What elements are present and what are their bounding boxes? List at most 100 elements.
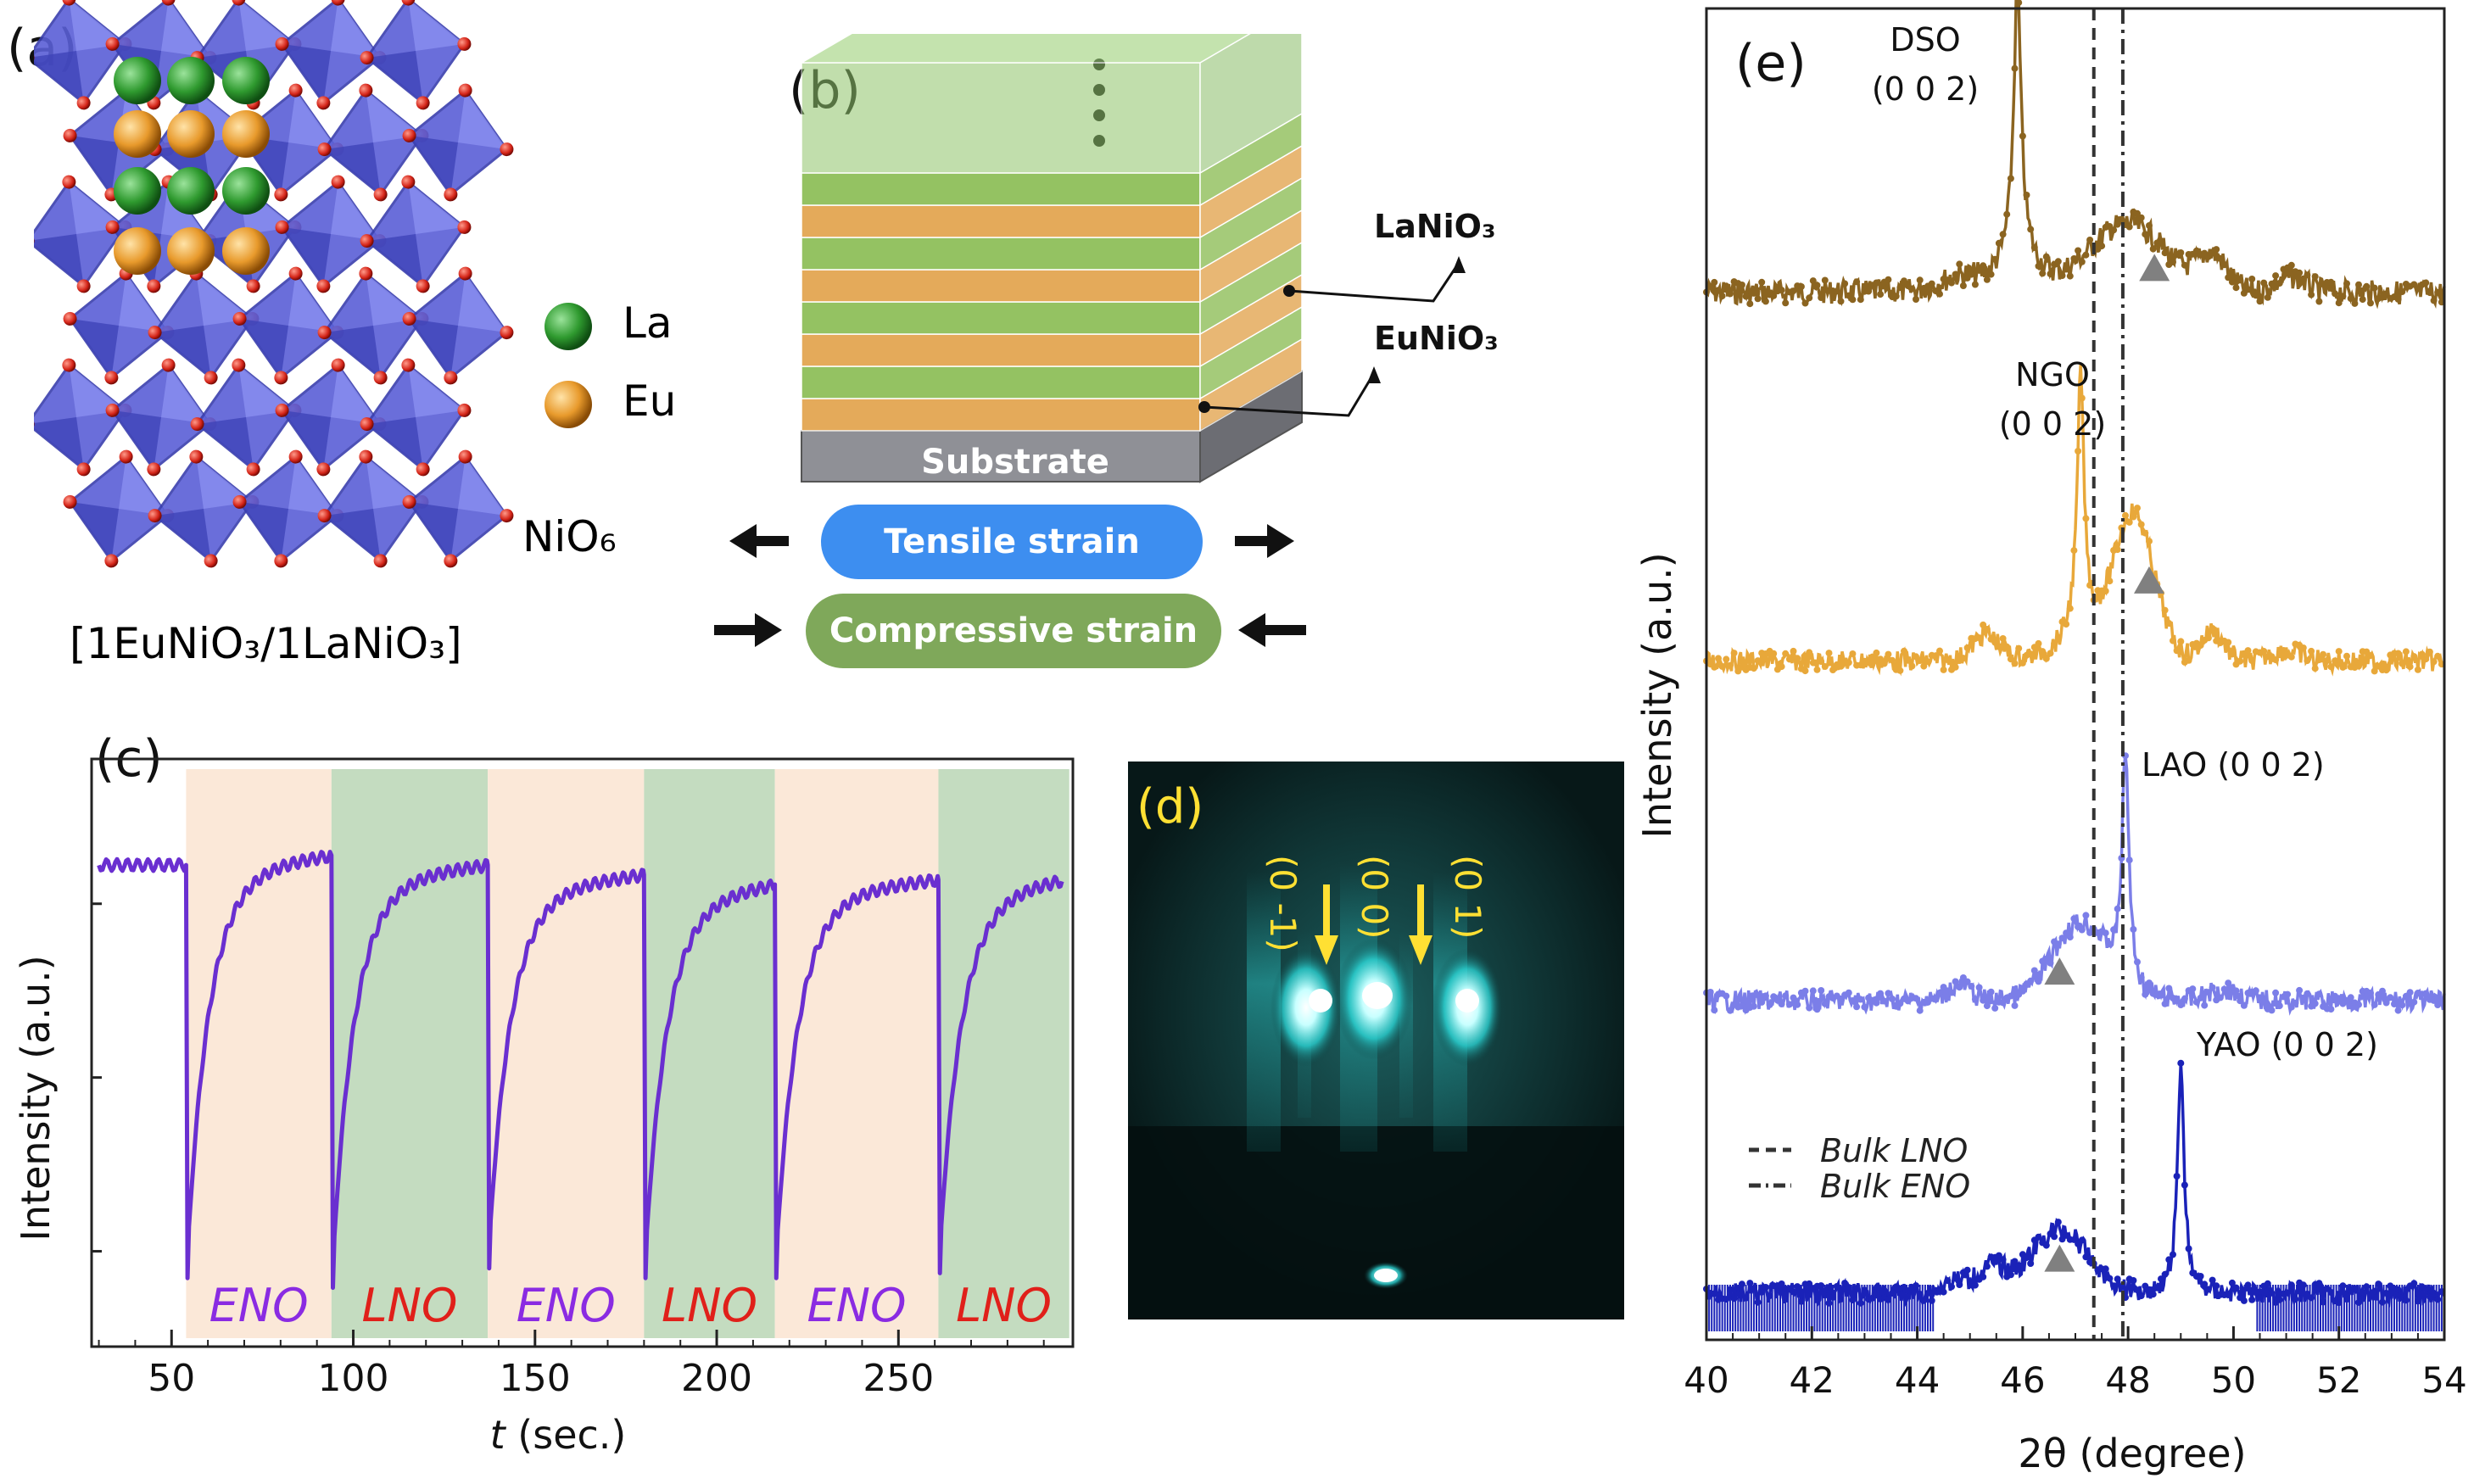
oxygen-atom	[444, 187, 458, 202]
xrd-point	[2063, 265, 2070, 273]
xrd-point	[2311, 665, 2319, 672]
xrd-point	[2086, 237, 2094, 243]
xrd-point	[2146, 1286, 2153, 1293]
xrd-point	[2272, 656, 2280, 664]
xrd-point	[1746, 300, 1754, 308]
interval-lno-3	[644, 769, 775, 1338]
x-tick-label: 42	[1790, 1359, 1835, 1401]
xrd-point	[1770, 292, 1778, 299]
xrd-point	[1801, 667, 1809, 675]
xrd-point	[1987, 271, 1995, 278]
xrd-point	[2347, 994, 2354, 1001]
xrd-point	[2165, 985, 2173, 992]
xrd-point	[2355, 662, 2362, 670]
xrd-point	[2220, 985, 2228, 993]
xrd-point	[2426, 648, 2433, 656]
xrd-point	[2142, 529, 2149, 537]
xrd-point	[1980, 996, 1987, 1004]
superlattice-schematic: Substrate LaNiO₃ EuNiO₃ Tensile strain C…	[714, 34, 1499, 668]
xrd-point	[2146, 979, 2153, 987]
compressive-strain-label: Compressive strain	[829, 611, 1198, 650]
xrd-point	[1762, 298, 1769, 305]
xrd-point	[1952, 1275, 1959, 1282]
oxygen-atom	[119, 449, 133, 464]
xrd-point	[2201, 1280, 2209, 1288]
xrd-point	[2027, 650, 2035, 658]
xrd-point	[2213, 1282, 2220, 1290]
x-tick-label: 46	[2000, 1359, 2045, 1401]
xrd-point	[2019, 659, 2026, 667]
xrd-point	[1956, 1281, 1963, 1288]
octahedron-face	[409, 135, 458, 195]
xrd-point	[2070, 547, 2078, 555]
x-tick-label: 54	[2421, 1359, 2466, 1401]
xrd-point	[1880, 660, 1888, 667]
xrd-point	[1813, 666, 1821, 673]
xrd-point	[1754, 657, 1762, 665]
xrd-plot-frame	[1705, 7, 2446, 1342]
xrd-point	[1971, 1281, 1979, 1289]
oxygen-atom	[190, 417, 204, 432]
top-block-side	[1199, 34, 1303, 175]
nio6-octahedron	[402, 266, 514, 385]
xrd-point	[1896, 667, 1904, 674]
rheed-y-axis-label: Intensity (a.u.)	[13, 955, 59, 1241]
xrd-point	[1758, 998, 1766, 1006]
layer-lnio3-label: LaNiO₃	[1374, 208, 1496, 245]
xrd-point	[2066, 272, 2074, 280]
xrd-point	[2003, 210, 2011, 218]
xrd-point	[2355, 1001, 2362, 1008]
xrd-point	[2347, 295, 2354, 302]
xrd-point	[2399, 1001, 2406, 1009]
xrd-point	[2296, 269, 2304, 276]
specular-spot-core	[1374, 1269, 1398, 1282]
xrd-point	[2165, 1256, 2173, 1264]
octahedron-face	[161, 0, 210, 59]
xrd-point	[1723, 282, 1730, 290]
xrd-point	[1857, 996, 1864, 1003]
xrd-point	[2173, 1173, 2181, 1180]
xrd-point	[2047, 959, 2054, 967]
xrd-point	[1727, 1007, 1734, 1014]
oxygen-atom	[275, 220, 289, 234]
oxygen-atom	[359, 83, 373, 98]
xrd-point	[2367, 299, 2374, 307]
xrd-point	[1762, 992, 1769, 1000]
octahedron-face	[239, 318, 288, 378]
xrd-series-dso	[1703, 0, 2446, 310]
xrd-point	[2315, 656, 2323, 664]
xrd-point	[1853, 1003, 1861, 1011]
xrd-point	[2296, 986, 2304, 994]
xrd-point	[1818, 1282, 1825, 1290]
xrd-point	[1758, 278, 1766, 286]
interval-eno-2	[488, 769, 645, 1338]
xrd-point	[2323, 657, 2331, 664]
oxygen-atom	[359, 449, 373, 464]
xrd-point	[2098, 243, 2106, 250]
xrd-point	[1754, 1298, 1762, 1306]
interval-label-lno-3: LNO	[662, 1279, 757, 1332]
xrd-point	[1837, 298, 1845, 305]
xrd-point	[2015, 644, 2023, 652]
xrd-point	[2007, 1271, 2014, 1279]
xrd-point	[1889, 996, 1896, 1002]
xrd-point	[1959, 655, 1967, 662]
xrd-point	[1999, 1256, 2007, 1264]
nio6-octahedron	[232, 83, 344, 202]
xrd-point	[2339, 1282, 2347, 1290]
xrd-point	[2007, 656, 2014, 663]
oxygen-atom	[148, 326, 162, 340]
xrd-chart: 40 42 44 46 48 50 52 54 Intensity (a.u.) 2θ (de…	[1634, 0, 2467, 1476]
spot-core	[1455, 989, 1479, 1013]
nio6-octahedron	[402, 83, 514, 202]
xrd-point	[2406, 989, 2414, 996]
legend-bulk-eno-label: Bulk ENO	[1820, 1168, 1970, 1205]
xrd-point	[1750, 665, 1757, 672]
xrd-point	[2335, 995, 2343, 1002]
xrd-point	[1762, 1284, 1769, 1291]
xrd-point	[2248, 276, 2256, 282]
xrd-point	[1999, 231, 2007, 238]
xrd-point	[2394, 295, 2402, 303]
rheed-shadow	[1128, 1126, 1624, 1319]
xrd-point	[1825, 650, 1833, 657]
